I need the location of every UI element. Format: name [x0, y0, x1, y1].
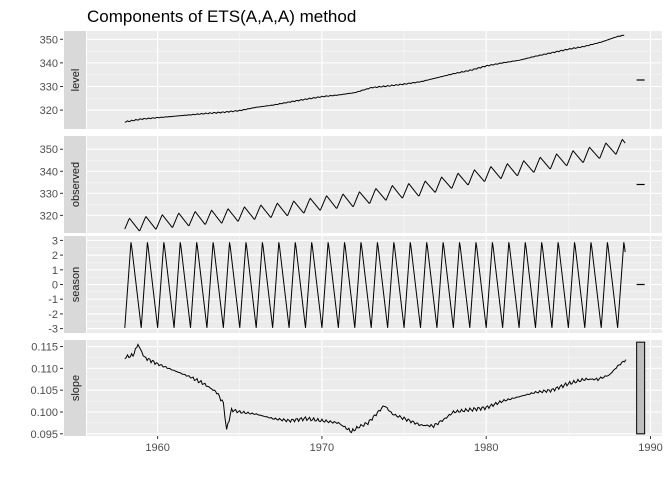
series-line-observed [124, 138, 626, 232]
y-tick-label: -3 [48, 324, 58, 336]
y-tick-label: 0.110 [31, 363, 58, 375]
strip-label-season: season [70, 267, 82, 302]
y-tick-label: 0 [52, 280, 58, 292]
strip-label-level: level [70, 69, 82, 92]
strip-level [64, 31, 86, 129]
strip-observed [64, 136, 86, 233]
y-tick-label: 330 [40, 81, 58, 93]
y-tick-label: -1 [48, 294, 58, 306]
panel-slope: 0.095 0.100 0.105 0.110 0.115 slope [30, 340, 662, 441]
y-tick-label: 3 [52, 235, 58, 247]
y-tick-label: 320 [40, 210, 58, 222]
strip-season [64, 236, 86, 333]
y-tick-label: 350 [40, 144, 58, 156]
y-tick-label: 320 [40, 105, 58, 117]
x-axis: 1960 1970 1980 1990 [145, 436, 663, 454]
y-tick-label: 340 [40, 58, 58, 70]
panel-season: -3 -2 -1 0 1 2 3 season [48, 235, 662, 336]
strip-label-slope: slope [70, 375, 82, 401]
x-tick-label: 1960 [145, 442, 169, 454]
series-line-slope [124, 343, 627, 434]
strip-label-observed: observed [70, 162, 82, 207]
y-tick-label: 2 [52, 250, 58, 262]
y-tick-label: 1 [52, 265, 58, 277]
y-tick-label: -2 [48, 309, 58, 321]
panel-level: 320 330 340 350 level [40, 31, 662, 129]
y-tick-label: 330 [40, 188, 58, 200]
x-tick-label: 1970 [310, 442, 334, 454]
y-tick-label: 0.115 [31, 342, 58, 354]
panels-layer: 320330340350level320330340350observed-3-… [30, 31, 662, 441]
x-tick-label: 1980 [474, 442, 498, 454]
panel-background [87, 340, 662, 436]
x-tick-label: 1990 [638, 442, 662, 454]
y-tick-label: 340 [40, 166, 58, 178]
panel-observed: 320 330 340 350 observed [40, 136, 662, 233]
series-line-season [124, 242, 626, 328]
y-tick-label: 0.095 [30, 429, 58, 441]
panel-background [87, 136, 662, 233]
y-tick-label: 350 [40, 34, 58, 46]
y-tick-label: 0.100 [30, 407, 58, 419]
chart-title: Components of ETS(A,A,A) method [87, 7, 356, 26]
scale-bar-slope [636, 341, 646, 435]
y-tick-label: 0.105 [30, 385, 58, 397]
panel-background [87, 31, 662, 129]
strip-slope [64, 340, 86, 436]
series-line-level [124, 34, 625, 123]
